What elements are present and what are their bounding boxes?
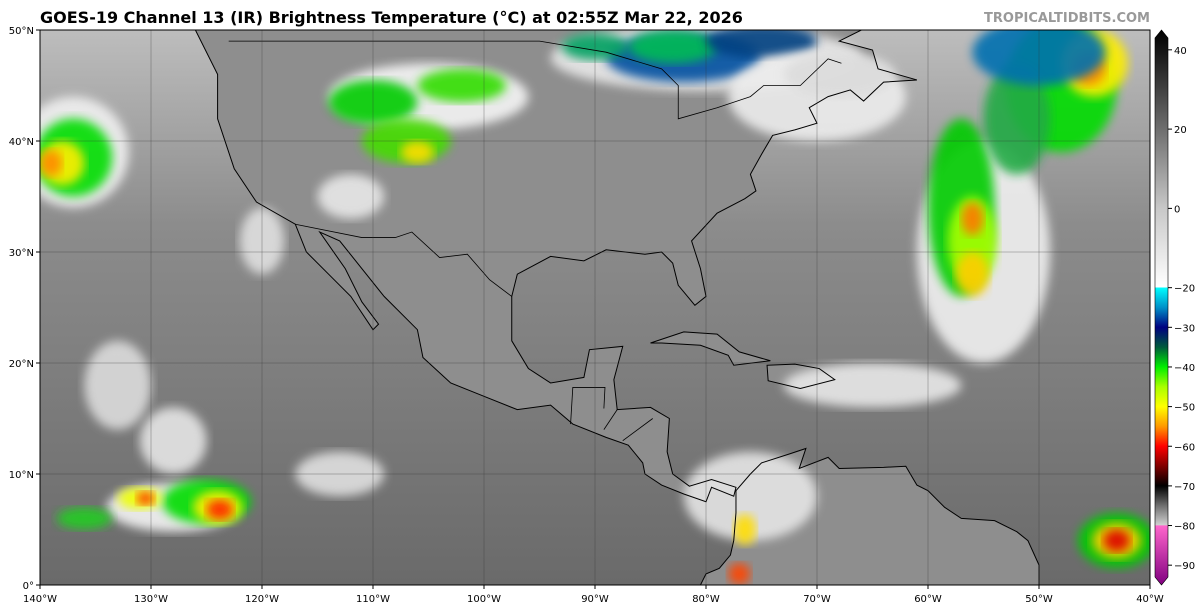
colorbar-tick-label: −60 [1174, 442, 1195, 453]
cloud-patch [628, 30, 718, 64]
lat-tick-label: 10°N [9, 470, 34, 481]
lon-tick-label: 90°W [581, 594, 609, 605]
lon-tick-label: 40°W [1136, 594, 1164, 605]
lat-tick-label: 50°N [9, 26, 34, 37]
lat-tick-label: 20°N [9, 359, 34, 370]
cloud-patch [40, 149, 63, 177]
hispaniola-coastline [766, 363, 836, 390]
cloud-patch [417, 68, 507, 103]
coastlines [194, 30, 1040, 585]
colorbar-tick-label: −40 [1174, 363, 1195, 374]
cloud-patch [84, 340, 151, 430]
cloud-patch [728, 562, 751, 585]
border-line [622, 418, 653, 442]
colorbar-tick-label: 0 [1174, 204, 1180, 215]
colorbar-tick-label: −70 [1174, 482, 1195, 493]
cloud-patch [706, 30, 817, 58]
colorbar-tick-label: −50 [1174, 403, 1195, 414]
lat-tick-label: 40°N [9, 137, 34, 148]
border-line [295, 223, 512, 297]
credit-watermark: TROPICALTIDBITS.COM [984, 11, 1150, 26]
cloud-patch [961, 202, 984, 236]
graticule [40, 30, 1150, 585]
cloud-patch [1103, 529, 1131, 552]
lon-tick-label: 70°W [803, 594, 831, 605]
south-america-coastline [699, 447, 1040, 585]
cloud-patch [136, 491, 155, 506]
lon-tick-label: 100°W [467, 594, 501, 605]
colorbar-tick-label: −30 [1174, 323, 1195, 334]
cloud-patch [955, 252, 990, 297]
cloud-patch [400, 141, 435, 164]
lon-tick-label: 60°W [914, 594, 942, 605]
lon-tick-label: 80°W [692, 594, 720, 605]
cloud-patch [783, 363, 962, 408]
north-america-coastline [194, 30, 918, 503]
lat-tick-label: 0° [23, 581, 34, 592]
colorbar-tick-label: 20 [1174, 125, 1187, 136]
cloud-patch [733, 513, 756, 546]
map-title: GOES-19 Channel 13 (IR) Brightness Tempe… [40, 8, 743, 27]
lon-tick-label: 130°W [134, 594, 168, 605]
cloud-patch [56, 507, 113, 530]
lon-tick-label: 110°W [356, 594, 390, 605]
cloud-patch [983, 63, 1051, 175]
colorbar-bar [1154, 29, 1169, 586]
colorbar-tick-label: 40 [1174, 46, 1187, 57]
colorbar: 40 20 0 −20 −30 −40 −50 −60 −70 −80 −90 [1154, 29, 1195, 586]
map-axes: 140°W 130°W 120°W 110°W 100°W 90°W 80°W 70°W 60°… [9, 26, 1164, 605]
cloud-patch [139, 407, 207, 475]
lat-tick-label: 30°N [9, 248, 34, 259]
lon-tick-label: 50°W [1025, 594, 1053, 605]
colorbar-tick-label: −20 [1174, 284, 1195, 295]
cloud-patch [206, 499, 234, 520]
colorbar-tick-label: −80 [1174, 522, 1195, 533]
cloud-patch [783, 52, 895, 97]
colorbar-tick-label: −90 [1174, 561, 1195, 572]
lon-tick-label: 120°W [245, 594, 279, 605]
border-line [603, 409, 618, 430]
cloud-patch [317, 174, 385, 219]
border-line [570, 387, 606, 425]
lon-tick-label: 140°W [23, 594, 57, 605]
